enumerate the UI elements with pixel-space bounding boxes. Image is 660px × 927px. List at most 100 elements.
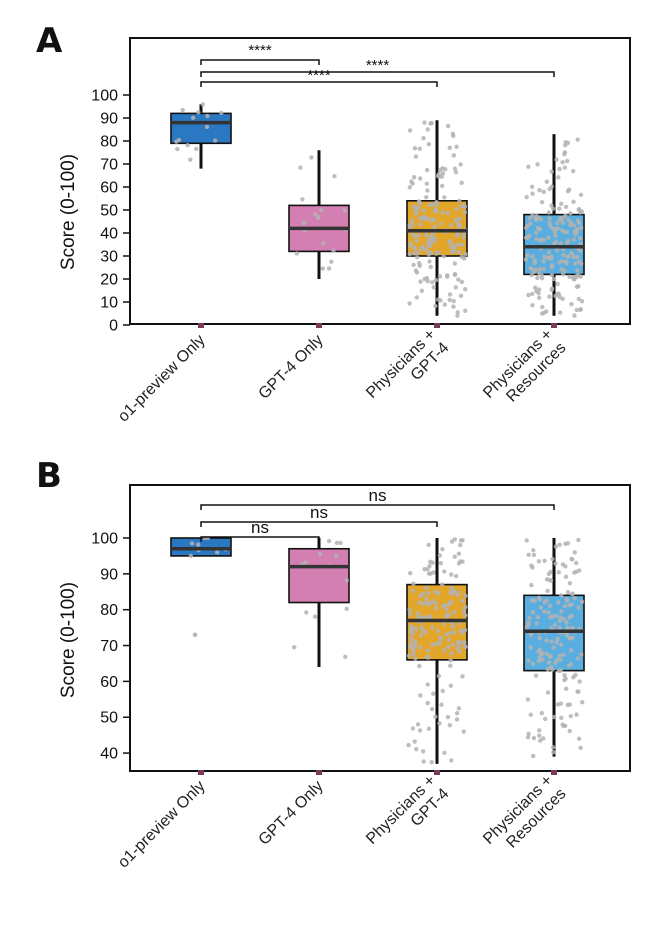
data-point [544, 577, 550, 582]
data-point [549, 272, 555, 278]
data-point [444, 632, 449, 637]
data-point [557, 625, 562, 631]
outlier-point [192, 632, 198, 637]
data-point [422, 246, 428, 251]
bracket-line [200, 504, 555, 510]
data-point [410, 726, 416, 731]
data-point [537, 733, 542, 738]
data-point [576, 259, 582, 264]
data-point [438, 635, 443, 640]
data-point [576, 605, 581, 610]
data-point [460, 559, 465, 564]
data-point [428, 559, 433, 565]
data-point [416, 250, 421, 255]
y-tick-label: 70 [100, 157, 118, 174]
data-point [524, 538, 529, 543]
data-point [564, 633, 570, 638]
data-point [439, 174, 444, 179]
significance-label: ns [251, 518, 269, 537]
data-point [416, 205, 421, 211]
data-point [462, 287, 468, 292]
data-point [435, 629, 440, 634]
data-point [447, 292, 453, 297]
data-point [454, 711, 460, 716]
data-point [574, 712, 579, 717]
data-point [530, 303, 535, 308]
data-point [433, 277, 439, 283]
data-point [549, 639, 554, 644]
x-category-label-line: GPT-4 Only [256, 778, 327, 849]
data-point [558, 657, 563, 663]
data-point [534, 236, 539, 242]
data-point [546, 235, 551, 241]
data-point [196, 110, 201, 115]
data-point [411, 262, 416, 268]
data-point [552, 229, 558, 234]
data-point [561, 252, 566, 258]
data-point [444, 613, 449, 619]
data-point [326, 538, 332, 544]
data-point [412, 146, 418, 151]
data-point [562, 268, 567, 273]
data-point [530, 191, 535, 196]
data-point [459, 204, 464, 209]
data-point [569, 556, 574, 562]
plot-frame [129, 484, 631, 772]
x-category-label-line: o1-preview Only [115, 778, 209, 872]
data-point [448, 222, 454, 228]
data-point [413, 210, 418, 215]
data-point [570, 168, 576, 174]
data-point [304, 610, 309, 615]
data-point [456, 706, 462, 711]
data-point [424, 233, 430, 238]
data-point [576, 206, 582, 212]
data-point [531, 548, 536, 553]
data-point [410, 625, 415, 630]
data-point [566, 254, 571, 259]
data-point [545, 667, 550, 672]
data-point [551, 750, 556, 755]
data-point [319, 207, 324, 213]
data-point [562, 151, 567, 157]
data-point [411, 581, 416, 586]
data-point [556, 668, 562, 674]
bracket-line [200, 71, 555, 77]
data-point [451, 589, 457, 594]
x-category-label-line: GPT-4 Only [256, 332, 327, 403]
data-point [570, 591, 575, 597]
data-point [194, 146, 199, 152]
data-point [575, 268, 580, 273]
data-point [563, 574, 569, 580]
data-point [294, 251, 300, 256]
data-point [528, 632, 533, 638]
data-point [407, 607, 412, 612]
data-point [446, 637, 452, 642]
data-point [313, 212, 318, 217]
data-point [431, 691, 436, 696]
data-point [567, 581, 573, 586]
data-point [462, 640, 467, 645]
data-point [560, 160, 565, 165]
x-tick [551, 770, 557, 775]
data-point [537, 635, 543, 641]
data-point [577, 248, 583, 253]
bracket-line [200, 59, 320, 65]
data-point [415, 611, 420, 616]
data-point [447, 145, 453, 151]
data-point [563, 676, 568, 681]
data-point [176, 137, 182, 143]
data-point [525, 252, 530, 258]
data-point [463, 604, 468, 610]
data-point [561, 723, 566, 729]
data-point [459, 279, 465, 285]
data-point [334, 553, 339, 559]
data-point [408, 571, 413, 576]
data-point [413, 234, 418, 239]
data-point [462, 204, 468, 209]
data-point [442, 602, 447, 608]
points [406, 537, 468, 765]
data-point [571, 237, 576, 242]
data-point [451, 304, 456, 309]
data-point [553, 561, 558, 566]
data-point [559, 715, 564, 721]
